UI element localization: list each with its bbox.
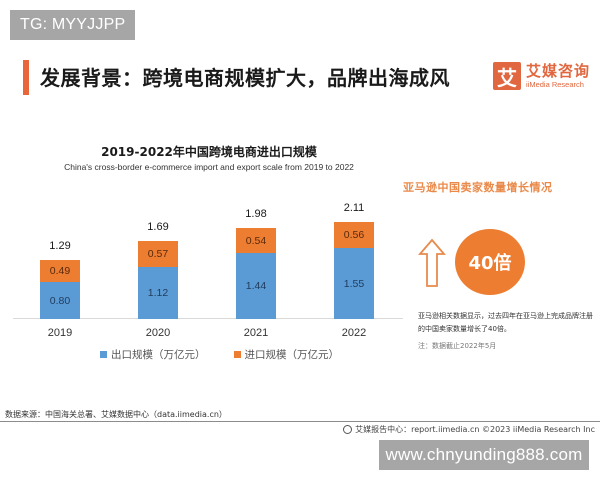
footer-credit: 艾媒报告中心：report.iimedia.cn ©2023 iiMedia R… bbox=[343, 424, 595, 435]
legend-label-export: 出口规模（万亿元） bbox=[111, 349, 206, 361]
url-watermark: www.chnyunding888.com bbox=[379, 440, 589, 470]
brand-name-en: iiMedia Research bbox=[526, 79, 584, 89]
x-tick-label: 2019 bbox=[47, 327, 73, 339]
title-accent-bar bbox=[23, 60, 29, 95]
bar-2021: 1.44 0.54 1.98 bbox=[236, 208, 276, 319]
bar-2022: 1.55 0.56 2.11 bbox=[334, 202, 374, 319]
legend-item-export: 出口规模（万亿元） bbox=[100, 347, 206, 362]
bar-2019: 0.80 0.49 1.29 bbox=[40, 240, 80, 319]
up-arrow-icon bbox=[418, 238, 446, 287]
brand-mark-icon: 艾 bbox=[493, 62, 521, 90]
side-panel-title: 亚马逊中国卖家数量增长情况 bbox=[403, 181, 553, 194]
bar-segment-export: 1.44 bbox=[236, 253, 276, 319]
brand-name-cn: 艾媒咨询 bbox=[526, 61, 591, 80]
x-axis-baseline bbox=[13, 318, 403, 319]
bar-segment-import: 0.57 bbox=[138, 241, 178, 267]
x-tick-label: 2021 bbox=[243, 327, 269, 339]
bar-segment-export: 1.12 bbox=[138, 267, 178, 319]
footer-divider bbox=[0, 421, 600, 422]
report-center-icon bbox=[343, 425, 353, 434]
data-source: 数据来源：中国海关总署、艾媒数据中心（data.iimedia.cn） bbox=[5, 410, 227, 419]
chart-title: 2019-2022年中国跨境电商进出口规模 bbox=[101, 145, 317, 159]
bar-segment-export: 0.80 bbox=[40, 282, 80, 319]
chart-subtitle: China's cross-border e-commerce import a… bbox=[64, 162, 354, 172]
bar-2020: 1.12 0.57 1.69 bbox=[138, 221, 178, 319]
bar-total-label: 2.11 bbox=[343, 202, 365, 214]
page-title: 发展背景：跨境电商规模扩大，品牌出海成风 bbox=[40, 66, 450, 90]
chart-legend: 出口规模（万亿元） 进口规模（万亿元） bbox=[100, 347, 367, 362]
brand-logo: 艾 艾媒咨询 iiMedia Research bbox=[493, 60, 590, 92]
legend-swatch-import bbox=[233, 351, 241, 358]
x-tick-label: 2020 bbox=[145, 327, 171, 339]
bar-segment-import: 0.56 bbox=[334, 222, 374, 248]
bar-total-label: 1.98 bbox=[245, 208, 267, 220]
bar-total-label: 1.29 bbox=[49, 240, 71, 252]
side-panel-description: 亚马逊相关数据显示，过去四年在亚马逊上完成品牌注册的中国卖家数量增长了40倍。 bbox=[418, 312, 593, 333]
x-tick-label: 2022 bbox=[341, 327, 367, 339]
side-panel-note: 注：数据截止2022年5月 bbox=[418, 342, 497, 350]
legend-item-import: 进口规模（万亿元） bbox=[233, 347, 340, 362]
legend-swatch-export bbox=[100, 351, 107, 358]
bar-segment-import: 0.54 bbox=[236, 228, 276, 253]
bar-segment-export: 1.55 bbox=[334, 248, 374, 319]
tg-watermark: TG: MYYJJPP bbox=[10, 10, 135, 40]
stacked-bar-chart: 0.80 0.49 1.29 1.12 0.57 1.69 1.44 0.54 … bbox=[13, 190, 403, 319]
growth-badge: 40倍 bbox=[455, 229, 525, 295]
bar-total-label: 1.69 bbox=[147, 221, 169, 233]
legend-label-import: 进口规模（万亿元） bbox=[244, 349, 340, 361]
footer-report-center: 艾媒报告中心：report.iimedia.cn ©2023 iiMedia R… bbox=[355, 425, 595, 434]
bar-segment-import: 0.49 bbox=[40, 260, 80, 282]
